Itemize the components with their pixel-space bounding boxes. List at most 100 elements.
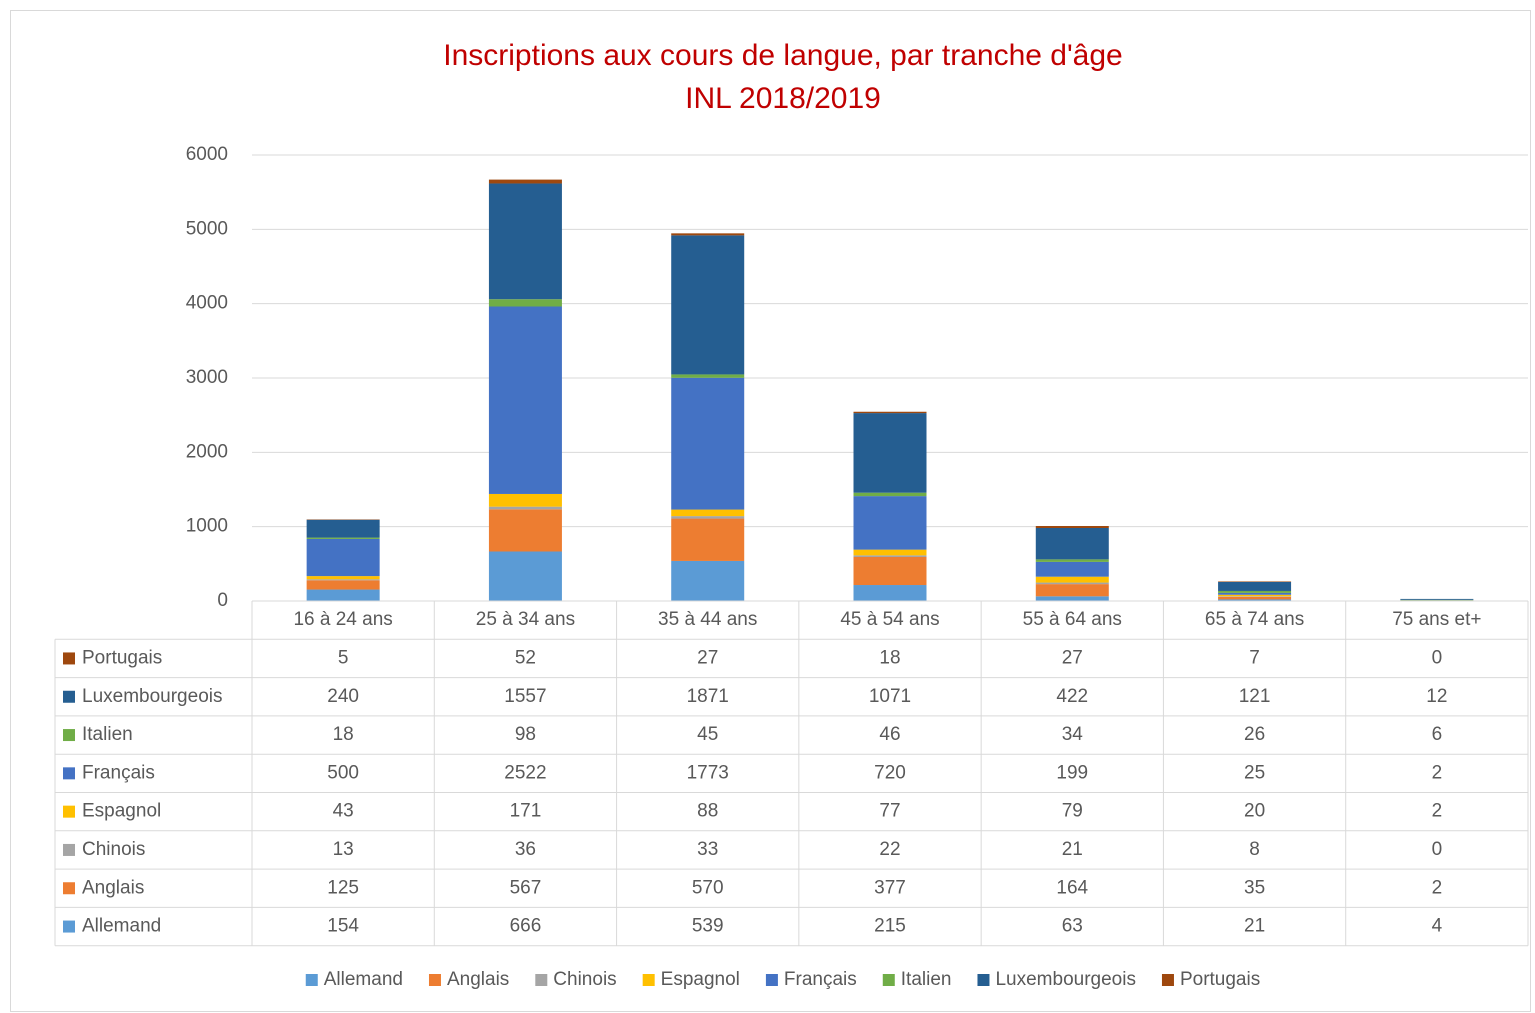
table-cell: 8 xyxy=(1249,839,1260,860)
table-cell: 6 xyxy=(1432,724,1443,745)
table-row-label: Allemand xyxy=(82,916,161,937)
table-cell: 7 xyxy=(1249,647,1260,668)
legend-label: Français xyxy=(784,969,857,990)
table-row-label: Français xyxy=(82,762,155,783)
table-cell: 21 xyxy=(1062,839,1083,860)
y-tick-label: 6000 xyxy=(186,144,228,165)
bar-segment xyxy=(488,506,562,510)
bar-segment xyxy=(488,179,562,184)
bar-segment xyxy=(1218,581,1292,582)
bar-segment xyxy=(1400,598,1474,600)
bar-segment xyxy=(306,576,380,580)
legend-label: Anglais xyxy=(447,969,509,990)
table-legend-key xyxy=(63,805,75,818)
table-legend-key xyxy=(63,767,75,780)
table-row-label: Luxembourgeois xyxy=(82,686,222,707)
y-tick-label: 0 xyxy=(217,590,228,611)
bar-segment xyxy=(1218,596,1292,597)
table-cell: 1871 xyxy=(687,686,729,707)
table-cell: 43 xyxy=(333,801,354,822)
legend-key xyxy=(305,974,318,986)
table-cell: 45 xyxy=(697,724,718,745)
x-tick-label: 45 à 54 ans xyxy=(840,609,939,630)
table-cell: 5 xyxy=(338,647,349,668)
bar-segment xyxy=(853,492,927,497)
bar-segment xyxy=(1218,596,1292,600)
legend-key xyxy=(765,974,778,986)
table-cell: 171 xyxy=(510,801,542,822)
bar-segment xyxy=(1035,596,1109,601)
y-tick-label: 2000 xyxy=(186,441,228,462)
bar-segment xyxy=(1218,592,1292,595)
legend-label: Luxembourgeois xyxy=(995,969,1135,990)
legend-key xyxy=(1161,974,1174,986)
y-tick-label: 3000 xyxy=(186,367,228,388)
bar-segment xyxy=(1035,584,1109,597)
table-legend-key xyxy=(63,920,75,933)
legend-label: Chinois xyxy=(553,969,616,990)
table-cell: 77 xyxy=(879,801,900,822)
bar-segment xyxy=(1035,561,1109,577)
bar-segment xyxy=(1218,590,1292,593)
chart-title: Inscriptions aux cours de langue, par tr… xyxy=(443,39,1122,72)
table-cell: 35 xyxy=(1244,877,1265,898)
table-cell: 0 xyxy=(1432,647,1443,668)
bar-segment xyxy=(488,493,562,507)
table-cell: 1557 xyxy=(504,686,546,707)
table-legend-key xyxy=(63,652,75,665)
table-cell: 240 xyxy=(327,686,359,707)
table-cell: 164 xyxy=(1056,877,1088,898)
bar-segment xyxy=(306,537,380,539)
bar-segment xyxy=(488,551,562,601)
bar-segment xyxy=(306,538,380,577)
legend-label: Allemand xyxy=(324,969,403,990)
table-cell: 13 xyxy=(333,839,354,860)
table-legend-key xyxy=(63,690,75,703)
table-legend-key xyxy=(63,729,75,742)
bar-segment xyxy=(1218,594,1292,597)
table-cell: 0 xyxy=(1432,839,1443,860)
bar-segment xyxy=(671,516,745,519)
bar-segment xyxy=(306,579,380,581)
legend-key xyxy=(535,974,548,986)
table-cell: 2 xyxy=(1432,877,1443,898)
legend-label: Portugais xyxy=(1180,969,1260,990)
bar-segment xyxy=(853,496,927,550)
bar-segment xyxy=(853,411,927,414)
table-cell: 121 xyxy=(1239,686,1271,707)
x-tick-label: 25 à 34 ans xyxy=(476,609,575,630)
bar-segment xyxy=(671,560,745,601)
table-cell: 46 xyxy=(879,724,900,745)
bar-segment xyxy=(306,519,380,538)
bar-segment xyxy=(488,299,562,307)
bar-segment xyxy=(853,413,927,493)
bar-segment xyxy=(306,580,380,590)
table-cell: 18 xyxy=(879,647,900,668)
table-cell: 27 xyxy=(697,647,718,668)
table-cell: 33 xyxy=(697,839,718,860)
bar-segment xyxy=(488,183,562,300)
table-cell: 26 xyxy=(1244,724,1265,745)
bar-segment xyxy=(1218,599,1292,601)
y-tick-label: 5000 xyxy=(186,218,228,239)
table-row-label: Chinois xyxy=(82,839,145,860)
chart-subtitle: INL 2018/2019 xyxy=(685,82,881,115)
bar-segment xyxy=(671,235,745,375)
bar-segment xyxy=(853,555,927,557)
table-cell: 22 xyxy=(879,839,900,860)
table-cell: 570 xyxy=(692,877,724,898)
table-cell: 63 xyxy=(1062,916,1083,937)
chart-border xyxy=(10,10,1531,1012)
table-cell: 500 xyxy=(327,762,359,783)
table-cell: 154 xyxy=(327,916,359,937)
table-cell: 27 xyxy=(1062,647,1083,668)
table-cell: 98 xyxy=(515,724,536,745)
table-cell: 18 xyxy=(333,724,354,745)
bar-segment xyxy=(1035,525,1109,529)
table-cell: 720 xyxy=(874,762,906,783)
table-cell: 377 xyxy=(874,877,906,898)
table-cell: 21 xyxy=(1244,916,1265,937)
bar-segment xyxy=(488,509,562,552)
bar-segment xyxy=(1035,582,1109,585)
